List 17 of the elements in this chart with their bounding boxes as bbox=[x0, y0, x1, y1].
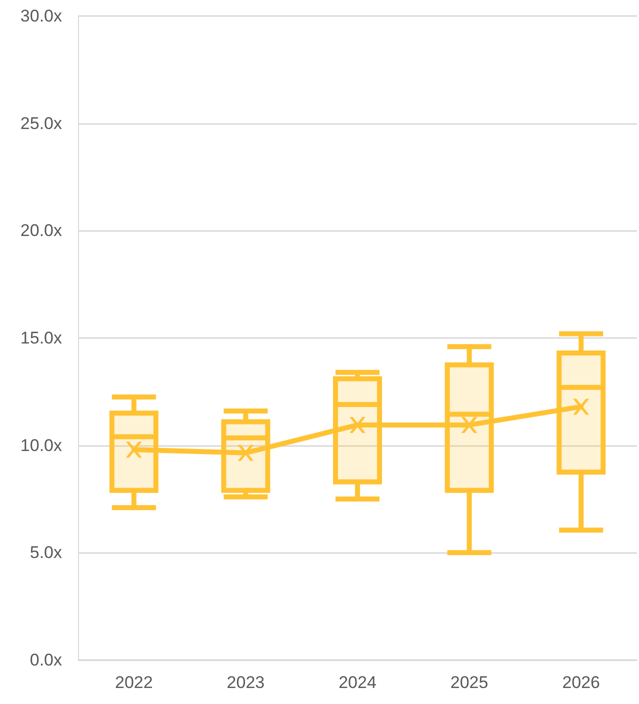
x-tick-label: 2026 bbox=[562, 673, 600, 692]
point bbox=[350, 416, 366, 433]
y-tick-label: 25.0x bbox=[20, 114, 62, 133]
x-tick-label: 2024 bbox=[338, 673, 376, 692]
y-tick-label: 20.0x bbox=[20, 221, 62, 240]
point bbox=[461, 416, 478, 433]
y-tick-label: 30.0x bbox=[20, 6, 62, 26]
point bbox=[573, 398, 590, 415]
y-tick-label: 0.0x bbox=[30, 650, 62, 670]
x-tick-label: 2025 bbox=[450, 673, 488, 692]
x-tick-label: 2022 bbox=[114, 673, 153, 692]
point bbox=[238, 444, 254, 461]
y-tick-label: 10.0x bbox=[20, 436, 62, 455]
y-tick-label: 15.0x bbox=[20, 328, 62, 348]
y-tick-label: 5.0x bbox=[30, 543, 62, 562]
point bbox=[126, 442, 142, 458]
x-tick-label: 2023 bbox=[226, 673, 265, 692]
